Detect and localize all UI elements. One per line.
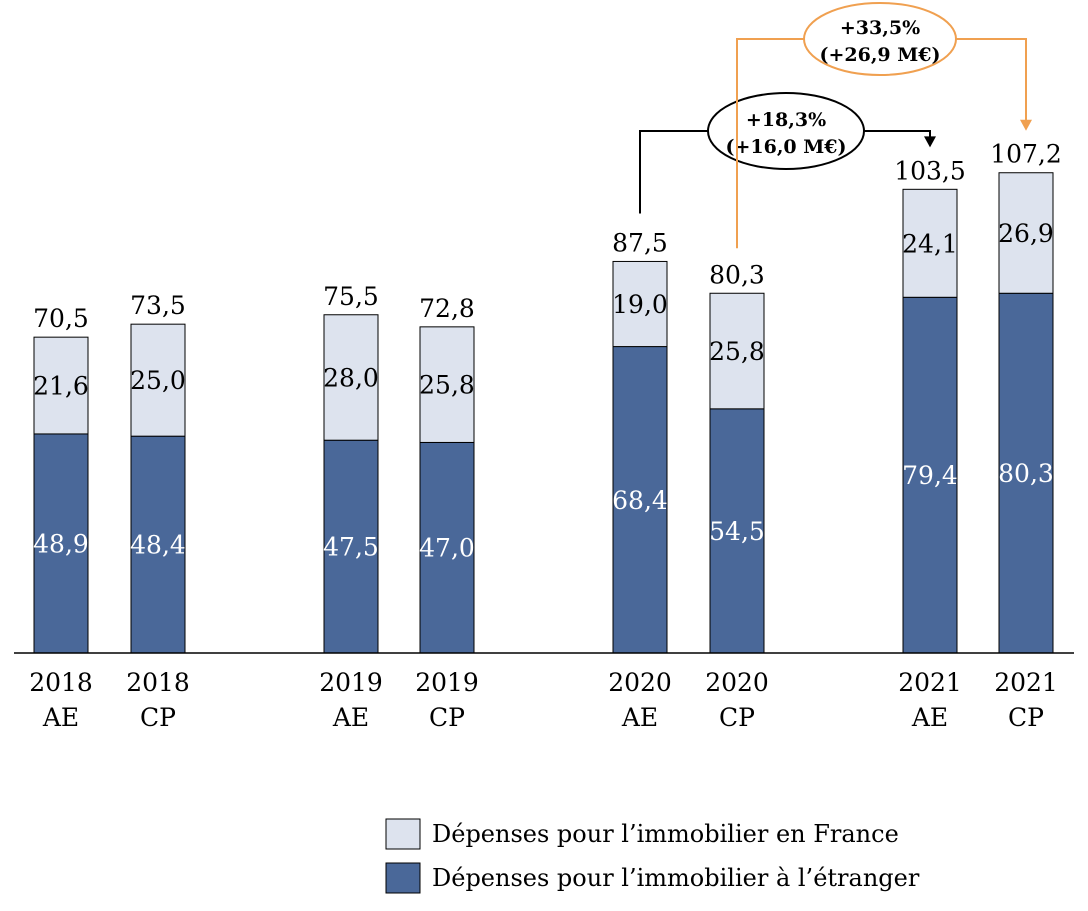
bar-segment-france-1: [130, 323, 186, 437]
x-tick-type-3: CP: [429, 703, 465, 732]
legend: Dépenses pour l’immobilier en France Dépe…: [385, 818, 920, 894]
x-tick-year-0: 2018: [29, 668, 93, 697]
legend-label-abroad: Dépenses pour l’immobilier à l’étranger: [432, 864, 920, 892]
total-label-6: 103,5: [894, 156, 966, 185]
bar-segment-france-3: [419, 326, 475, 443]
annotation-ellipse-1: [803, 2, 957, 76]
data-label-france-5: 25,8: [709, 337, 765, 366]
x-axis-tick-labels: 2018 AE 2018 CP 2019 AE 2019 CP 2020 AE 2020 CP 2021…: [29, 668, 1058, 732]
legend-label-france: Dépenses pour l’immobilier en France: [432, 820, 899, 848]
x-tick-type-2: AE: [332, 703, 369, 732]
total-label-3: 72,8: [419, 294, 475, 323]
data-label-france-3: 25,8: [419, 371, 475, 400]
annotation-arrowhead-0: [924, 136, 936, 148]
data-label-france-1: 25,0: [130, 366, 186, 395]
annotations-layer: +18,3% (+16,0 M€) +33,5% (+26,9 M€): [639, 2, 1032, 249]
data-label-france-6: 24,1: [902, 229, 958, 258]
bar-segment-france-2: [323, 314, 379, 441]
bar-segment-france-4: [612, 260, 668, 348]
annotation-amount-0: (+16,0 M€): [725, 136, 846, 158]
data-label-abroad-2: 47,5: [323, 533, 379, 562]
bar-segment-france-7: [998, 172, 1054, 294]
bar-segment-france-6: [902, 188, 958, 298]
x-tick-year-4: 2020: [608, 668, 672, 697]
x-tick-type-1: CP: [140, 703, 176, 732]
bar-segment-abroad-5: [709, 408, 765, 654]
total-label-2: 75,5: [323, 282, 379, 311]
annotation-percent-0: +18,3%: [746, 109, 826, 131]
bar-segment-abroad-7: [998, 292, 1054, 654]
bar-segment-france-0: [33, 336, 89, 435]
x-tick-type-4: AE: [621, 703, 658, 732]
x-tick-year-2: 2019: [319, 668, 383, 697]
x-tick-type-6: AE: [911, 703, 948, 732]
annotation-arrowhead-1: [1020, 119, 1032, 131]
x-tick-year-6: 2021: [898, 668, 962, 697]
data-label-france-7: 26,9: [998, 219, 1054, 248]
data-label-france-0: 21,6: [33, 372, 89, 401]
x-tick-type-0: AE: [42, 703, 79, 732]
data-label-abroad-4: 68,4: [612, 486, 668, 515]
bar-segment-abroad-2: [323, 439, 379, 654]
x-tick-year-5: 2020: [705, 668, 769, 697]
total-label-4: 87,5: [612, 228, 668, 257]
data-label-abroad-5: 54,5: [709, 517, 765, 546]
data-label-abroad-6: 79,4: [902, 461, 958, 490]
total-label-5: 80,3: [709, 260, 765, 289]
x-tick-type-7: CP: [1008, 703, 1044, 732]
bar-segment-abroad-6: [902, 296, 958, 654]
x-tick-year-7: 2021: [994, 668, 1058, 697]
data-label-abroad-1: 48,4: [130, 531, 186, 560]
bar-segment-france-5: [709, 292, 765, 410]
annotation-ellipse-0: [707, 92, 865, 170]
bars-layer: 48,9 21,6 70,5 48,4 25,0 73,5 47,5 28,0 75,5 47,0…: [33, 140, 1062, 654]
data-label-abroad-0: 48,9: [33, 529, 89, 558]
total-label-0: 70,5: [33, 304, 89, 333]
data-label-abroad-3: 47,0: [419, 534, 475, 563]
data-label-france-2: 28,0: [323, 363, 379, 392]
total-label-7: 107,2: [990, 140, 1062, 169]
x-tick-type-5: CP: [719, 703, 755, 732]
legend-swatch-abroad: [385, 862, 421, 894]
x-tick-year-1: 2018: [126, 668, 190, 697]
annotation-amount-1: (+26,9 M€): [819, 44, 940, 66]
bar-segment-abroad-0: [33, 433, 89, 654]
annotation-percent-1: +33,5%: [840, 17, 920, 39]
data-label-abroad-7: 80,3: [998, 459, 1054, 488]
x-tick-year-3: 2019: [415, 668, 479, 697]
legend-swatch-france: [385, 818, 421, 850]
data-label-france-4: 19,0: [612, 290, 668, 319]
total-label-1: 73,5: [130, 291, 186, 320]
